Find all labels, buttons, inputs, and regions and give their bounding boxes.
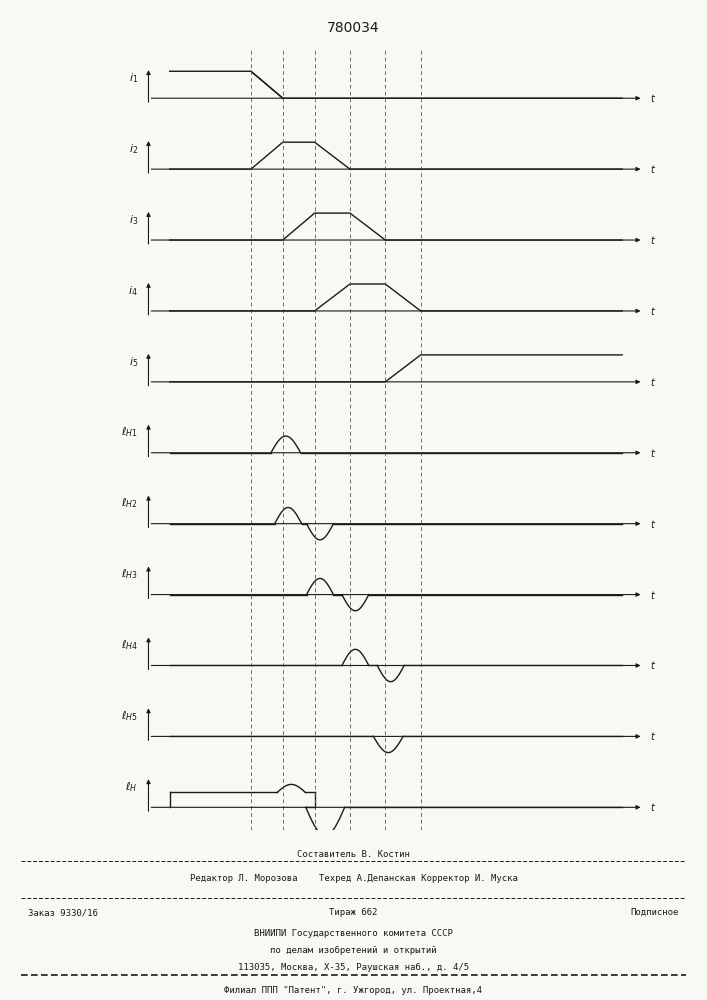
Text: $i_3$: $i_3$ xyxy=(129,213,138,227)
Text: $t$: $t$ xyxy=(650,376,657,388)
Text: $t$: $t$ xyxy=(650,589,657,601)
Text: $t$: $t$ xyxy=(650,801,657,813)
Text: $\ell_{H3}$: $\ell_{H3}$ xyxy=(121,567,138,581)
Text: $\ell_{H4}$: $\ell_{H4}$ xyxy=(121,638,138,652)
Text: $t$: $t$ xyxy=(650,234,657,246)
Text: Редактор Л. Морозова    Техред А.Депанская Корректор И. Муска: Редактор Л. Морозова Техред А.Депанская … xyxy=(189,874,518,883)
Text: $\ell_{H1}$: $\ell_{H1}$ xyxy=(121,426,138,439)
Text: 113035, Москва, Х-35, Раушская наб., д. 4/5: 113035, Москва, Х-35, Раушская наб., д. … xyxy=(238,963,469,972)
Text: $t$: $t$ xyxy=(650,92,657,104)
Text: $i_5$: $i_5$ xyxy=(129,355,138,369)
Text: $t$: $t$ xyxy=(650,659,657,671)
Text: ВНИИПИ Государственного комитета СССР: ВНИИПИ Государственного комитета СССР xyxy=(254,929,453,938)
Text: $t$: $t$ xyxy=(650,730,657,742)
Text: $t$: $t$ xyxy=(650,163,657,175)
Text: Филиал ППП "Патент", г. Ужгород, ул. Проектная,4: Филиал ППП "Патент", г. Ужгород, ул. Про… xyxy=(225,986,482,995)
Text: 780034: 780034 xyxy=(327,20,380,34)
Text: $\ell_{H5}$: $\ell_{H5}$ xyxy=(121,709,138,723)
Text: $\ell_{H2}$: $\ell_{H2}$ xyxy=(121,497,138,510)
Text: $t$: $t$ xyxy=(650,518,657,530)
Text: Тираж 662: Тираж 662 xyxy=(329,908,378,917)
Text: $t$: $t$ xyxy=(650,447,657,459)
Text: $i_2$: $i_2$ xyxy=(129,142,138,156)
Text: по делам изобретений и открытий: по делам изобретений и открытий xyxy=(270,946,437,955)
Text: $t$: $t$ xyxy=(650,305,657,317)
Text: $i_1$: $i_1$ xyxy=(129,71,138,85)
Text: $i_4$: $i_4$ xyxy=(128,284,138,298)
Text: Подписное: Подписное xyxy=(631,908,679,917)
Text: Заказ 9330/16: Заказ 9330/16 xyxy=(28,908,98,917)
Text: $\ell_{H}$: $\ell_{H}$ xyxy=(125,780,138,794)
Text: Составитель В. Костин: Составитель В. Костин xyxy=(297,850,410,859)
